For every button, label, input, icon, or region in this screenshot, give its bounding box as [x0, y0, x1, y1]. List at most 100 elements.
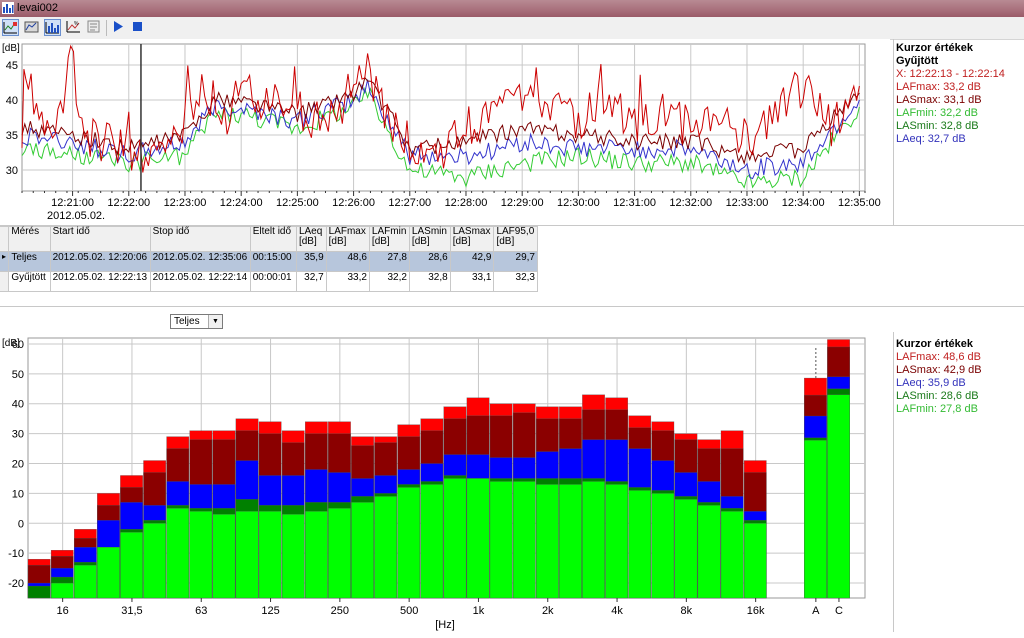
column-header[interactable]: LAF95,0 [dB]	[493, 226, 538, 252]
column-header[interactable]: LAFmax [dB]	[325, 226, 370, 252]
bar-LAFmin	[720, 511, 744, 599]
bar-LAFmin	[582, 481, 605, 599]
x-tick-label: 12:29:00	[501, 197, 544, 209]
table-cell[interactable]: 28,6	[408, 251, 451, 272]
x-tick-label: 500	[400, 605, 418, 617]
measurement-select[interactable]: Teljes ▼	[170, 314, 223, 329]
table-cell[interactable]: Gyűjtött	[8, 271, 51, 292]
bar-LAFmin	[443, 478, 467, 599]
window-titlebar: levai002	[0, 0, 1024, 17]
table-cell[interactable]: 42,9	[449, 251, 495, 272]
measurement-select-value: Teljes	[174, 316, 200, 327]
x-tick-label: 12:31:00	[613, 197, 656, 209]
legend-separator	[893, 332, 894, 632]
table-cell[interactable]: 2012.05.02. 12:22:13	[49, 271, 151, 292]
report-icon[interactable]	[86, 19, 103, 36]
bar-LAFmin	[166, 508, 190, 599]
x-tick-label: C	[835, 605, 843, 617]
x-tick-label: 12:30:00	[557, 197, 600, 209]
row-indicator: ▸	[0, 251, 10, 272]
bar-LAFmin	[466, 478, 490, 599]
y-tick-label: 45	[6, 60, 18, 72]
chart-time-icon[interactable]	[2, 19, 19, 36]
x-tick-label: 12:35:00	[838, 197, 881, 209]
x-axis-label: [Hz]	[435, 619, 455, 631]
column-header[interactable]: LAeq [dB]	[295, 226, 327, 252]
column-header[interactable]: LASmax [dB]	[449, 226, 495, 252]
y-axis-label: [dB]	[2, 338, 20, 349]
stop-icon[interactable]	[130, 19, 147, 36]
x-tick-label: 16	[57, 605, 69, 617]
spectrum-chart[interactable]: [dB]60 50 40 30 20 10 0 -10 -20 16 31,5 63 125 250 500…	[0, 332, 890, 632]
table-cell[interactable]: 35,9	[295, 251, 327, 272]
column-header[interactable]: Stop idő	[149, 226, 251, 252]
date-label: 2012.05.02.	[47, 210, 105, 222]
legend-entry: LAFmin: 32,2 dB	[896, 107, 978, 119]
bar-LAFmin	[351, 502, 374, 599]
y-tick-label: 20	[12, 459, 24, 471]
column-header[interactable]: LASmin [dB]	[408, 226, 451, 252]
y-tick-label: 30	[12, 429, 24, 441]
table-cell[interactable]: 32,3	[493, 271, 538, 292]
column-header[interactable]: Eltelt idő	[249, 226, 297, 252]
table-cell[interactable]: 00:15:00	[249, 251, 297, 272]
bar-LAFmin	[827, 394, 850, 599]
table-cell[interactable]: 2012.05.02. 12:20:06	[49, 251, 151, 272]
pane-divider	[0, 225, 1024, 226]
bar-LAFmin	[628, 490, 652, 599]
chart-spectrum-icon[interactable]	[24, 19, 41, 36]
x-tick-label: 12:28:00	[445, 197, 488, 209]
bar-LAFmin	[605, 484, 628, 599]
bar-LAFmin	[651, 493, 675, 599]
legend-entry: LASmax: 33,1 dB	[896, 94, 982, 106]
plot-area	[21, 43, 866, 192]
time-history-chart[interactable]: [dB] 45 40 35 30 12:21:00 12:22:00 12:23:00 12:2…	[0, 39, 890, 225]
column-header[interactable]: Mérés	[8, 226, 51, 252]
spectrum-cursor-legend: Kurzor értékek LAFmax: 48,6 dB LASmax: 42…	[896, 338, 982, 416]
bar-LAFmin	[97, 547, 120, 599]
x-tick-label: 1k	[473, 605, 485, 617]
bar-LAFmin	[420, 484, 444, 599]
bar-LAFmin	[536, 484, 559, 599]
table-cell[interactable]: 29,7	[493, 251, 538, 272]
column-header[interactable]: LAFmin [dB]	[368, 226, 410, 252]
legend-title: Kurzor értékek	[896, 338, 974, 350]
x-tick-label: A	[812, 605, 820, 617]
bar-LAFmin	[189, 511, 213, 599]
x-tick-label: 12:24:00	[220, 197, 263, 209]
series-line-LAeq	[21, 79, 860, 180]
svg-text:%: %	[74, 21, 79, 27]
x-tick-label: 12:23:00	[164, 197, 207, 209]
table-cell[interactable]: 2012.05.02. 12:35:06	[149, 251, 251, 272]
bar-LAFmin	[305, 511, 328, 599]
legend-entry: LASmin: 32,8 dB	[896, 120, 979, 132]
chart-bar-icon[interactable]	[44, 19, 61, 36]
table-cell[interactable]: 27,8	[368, 251, 410, 272]
bar-LAFmin	[804, 440, 827, 599]
table-cell[interactable]: 00:00:01	[249, 271, 297, 292]
table-cell[interactable]: 48,6	[325, 251, 370, 272]
chevron-down-icon[interactable]: ▼	[208, 315, 222, 328]
chart-stats-icon[interactable]: %	[66, 19, 83, 36]
table-cell[interactable]: 32,8	[408, 271, 451, 292]
table-cell[interactable]: Teljes	[8, 251, 51, 272]
x-tick-label: 63	[195, 605, 207, 617]
legend-entry: LAFmax: 33,2 dB	[896, 81, 981, 93]
table-cell[interactable]: 32,2	[368, 271, 410, 292]
table-cell[interactable]: 32,7	[295, 271, 327, 292]
table-cell[interactable]: 2012.05.02. 12:22:14	[149, 271, 251, 292]
legend-entry: X: 12:22:13 - 12:22:14	[896, 68, 1005, 80]
x-tick-label: 31,5	[121, 605, 142, 617]
legend-subtitle: Gyűjtött	[896, 55, 939, 67]
toolbar-separator	[106, 20, 107, 36]
y-tick-label: 60	[12, 339, 24, 351]
series-line-LAFmax	[21, 44, 860, 173]
bar-LAFmin	[374, 496, 397, 599]
bar-LAFmin	[674, 499, 698, 599]
x-tick-label: 12:22:00	[107, 197, 150, 209]
table-cell[interactable]: 33,2	[325, 271, 370, 292]
column-header[interactable]: Start idő	[49, 226, 151, 252]
table-cell[interactable]: 33,1	[449, 271, 495, 292]
play-icon[interactable]	[111, 19, 128, 36]
x-tick-label: 12:32:00	[669, 197, 712, 209]
